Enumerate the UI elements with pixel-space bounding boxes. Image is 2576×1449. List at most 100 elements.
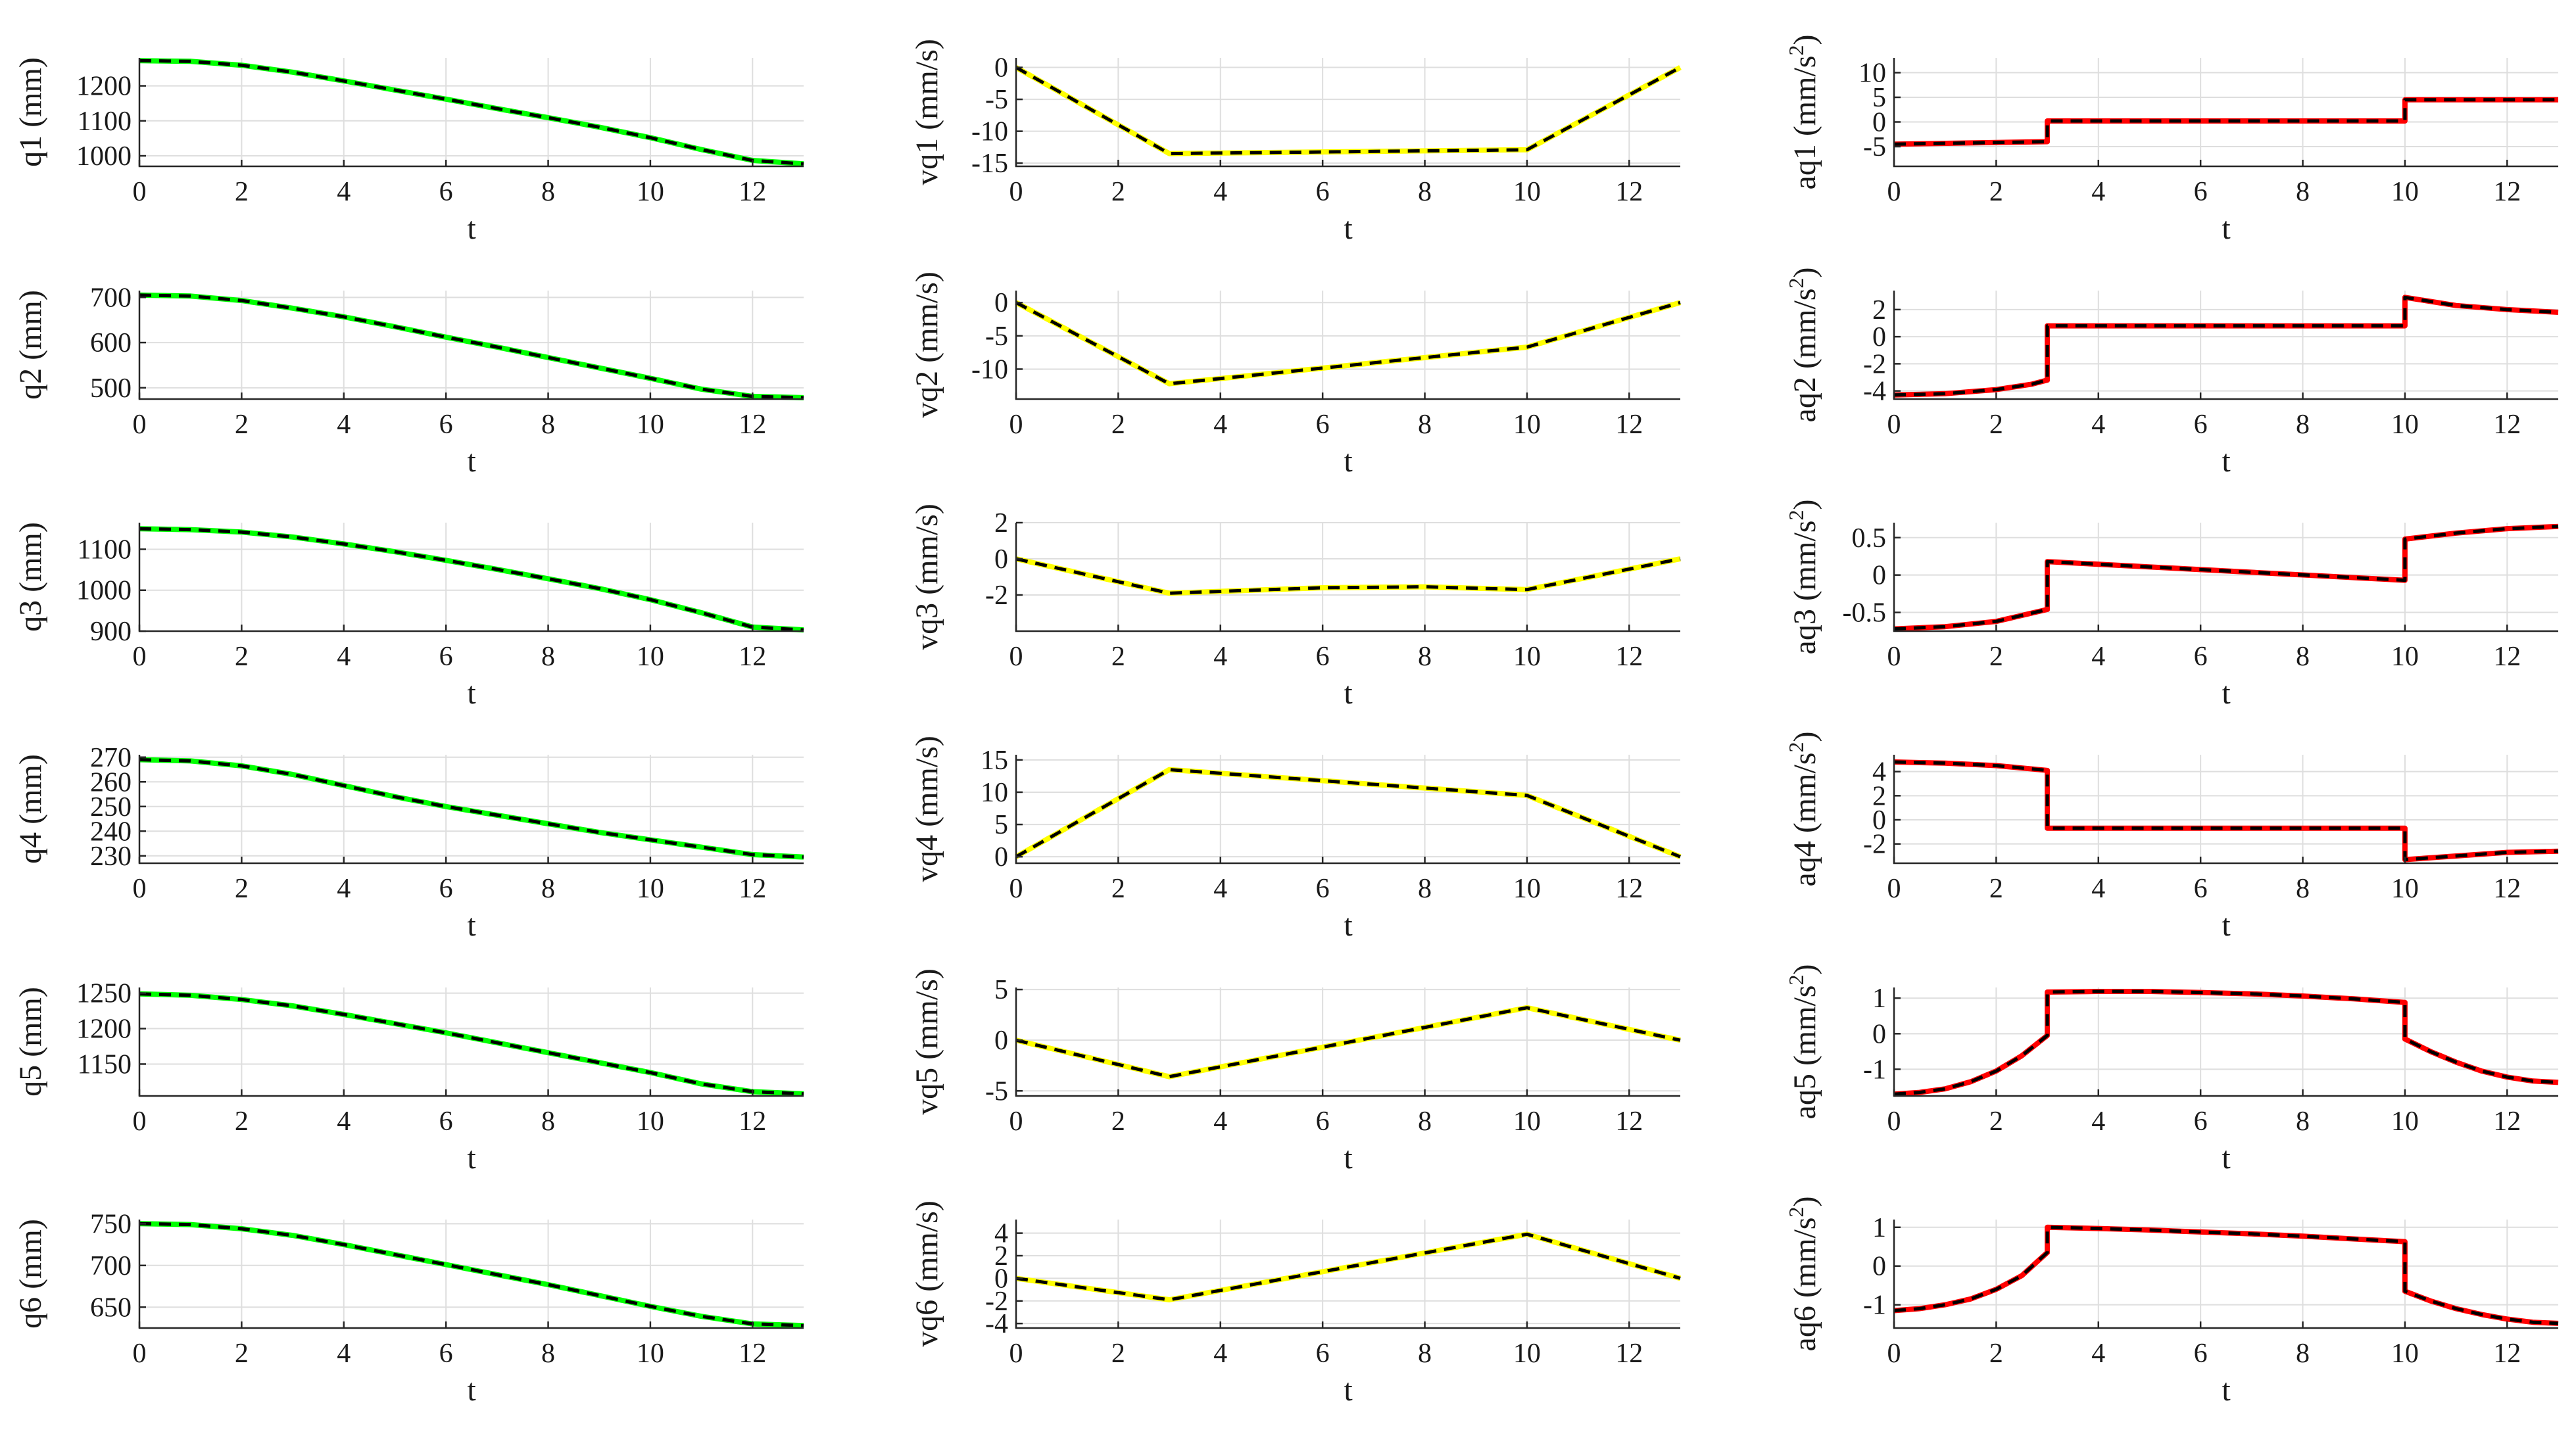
series-line-reference [139, 757, 804, 860]
x-tick-label: 2 [1989, 177, 2003, 207]
subplot-q3: 0 2 4 6 8 10 12 900 1000 1100 t q3 (mm) [13, 522, 804, 711]
axis-frame [138, 291, 804, 400]
x-tick-label: 6 [1316, 874, 1330, 904]
series-line-actual [139, 293, 804, 400]
x-tick-label: 12 [1615, 874, 1643, 904]
x-tick-label: 2 [1111, 874, 1125, 904]
x-axis-label: t [467, 676, 476, 711]
axis-frame [1893, 523, 2558, 632]
x-tick-label: 12 [1615, 410, 1643, 440]
y-tick-label: -5 [985, 85, 1008, 115]
series-line-actual [1015, 300, 1681, 386]
x-tick-label: 12 [739, 642, 766, 672]
x-tick-label: 2 [235, 410, 249, 440]
y-axis-label-close: ) [1787, 732, 1822, 742]
x-axis-label: t [1344, 444, 1353, 479]
x-tick-label: 12 [739, 410, 766, 440]
x-tick-label: 12 [1615, 642, 1643, 672]
x-tick-label: 2 [1111, 1339, 1125, 1369]
y-axis-label: aq5 (mm/s2) [1784, 964, 1822, 1120]
y-tick-label: 0 [994, 288, 1008, 318]
y-tick-label: -1 [1863, 1291, 1886, 1321]
x-tick-label: 0 [133, 410, 147, 440]
x-tick-label: 8 [2296, 1339, 2310, 1369]
x-tick-label: 8 [2296, 874, 2310, 904]
y-tick-label: 0 [994, 544, 1008, 575]
series-line-reference [139, 991, 804, 1097]
y-tick-label: 1200 [76, 72, 132, 102]
x-tick-label: 8 [1418, 1339, 1432, 1369]
y-axis-label-superscript: 2 [1784, 1207, 1808, 1218]
x-tick-label: 0 [1009, 177, 1023, 207]
series-line-actual [1893, 525, 2559, 631]
x-tick-label: 4 [1213, 874, 1227, 904]
x-tick-label: 0 [1009, 410, 1023, 440]
x-tick-label: 10 [2391, 177, 2419, 207]
x-axis-label: t [2222, 908, 2231, 943]
x-tick-label: 0 [1887, 1339, 1901, 1369]
x-tick-label: 10 [1513, 1106, 1541, 1137]
x-tick-label: 2 [235, 642, 249, 672]
x-tick-label: 0 [133, 642, 147, 672]
y-axis-label-superscript: 2 [1784, 45, 1808, 56]
x-tick-label: 0 [1009, 642, 1023, 672]
y-axis-label-close: ) [1787, 964, 1822, 975]
x-tick-label: 8 [541, 1106, 555, 1137]
x-tick-label: 4 [337, 1339, 351, 1369]
y-axis-label: q3 (mm) [13, 522, 48, 632]
axis-frame [138, 987, 804, 1097]
series-line-actual [139, 59, 804, 166]
y-axis-label-superscript: 2 [1784, 742, 1808, 753]
series-line-reference [1015, 300, 1682, 387]
y-tick-label: 700 [90, 1251, 132, 1281]
y-tick-label: 500 [90, 373, 132, 404]
series-line-reference [1893, 523, 2559, 632]
x-axis-label: t [2222, 211, 2231, 246]
y-tick-label: 2 [994, 1241, 1008, 1271]
series-line-actual [1893, 98, 2558, 146]
y-tick-label: 0.5 [1852, 523, 1887, 554]
x-tick-label: 0 [133, 874, 147, 904]
x-axis-label: t [1344, 211, 1353, 246]
x-tick-label: 10 [2391, 642, 2419, 672]
series-line-reference [1893, 295, 2559, 398]
y-axis-label: aq6 (mm/s2) [1784, 1197, 1822, 1352]
x-tick-label: 2 [235, 177, 249, 207]
x-tick-label: 6 [1316, 642, 1330, 672]
y-tick-label: -10 [971, 117, 1008, 147]
x-tick-label: 12 [2493, 1106, 2521, 1137]
series-line-reference [139, 1221, 804, 1329]
series-line-actual [1893, 760, 2559, 861]
x-tick-label: 0 [1887, 1106, 1901, 1137]
x-tick-label: 12 [739, 874, 766, 904]
x-tick-label: 10 [2391, 1339, 2419, 1369]
x-tick-label: 2 [1111, 1106, 1125, 1137]
x-tick-label: 10 [1513, 177, 1541, 207]
axis-frame [138, 1220, 804, 1329]
x-axis-label: t [1344, 676, 1353, 711]
x-tick-label: 2 [1989, 642, 2003, 672]
x-tick-label: 2 [1989, 410, 2003, 440]
y-axis-label: aq2 (mm/s2) [1784, 268, 1822, 423]
y-tick-label: 650 [90, 1293, 132, 1323]
y-axis-label: vq4 (mm/s) [910, 736, 944, 882]
y-tick-label: 0 [994, 842, 1008, 872]
y-tick-label: 1150 [78, 1049, 132, 1080]
x-tick-label: 12 [1615, 1106, 1643, 1137]
y-tick-label: 0 [1872, 322, 1886, 352]
x-tick-label: 6 [439, 642, 453, 672]
x-tick-label: 12 [739, 177, 766, 207]
x-tick-label: 10 [1513, 410, 1541, 440]
series-line-reference [1893, 989, 2559, 1097]
x-axis-label: t [467, 1141, 476, 1176]
x-tick-label: 6 [2194, 410, 2208, 440]
x-tick-label: 12 [2493, 874, 2521, 904]
y-tick-label: 1100 [78, 534, 132, 565]
y-tick-label: 1 [1872, 984, 1886, 1014]
x-tick-label: 10 [637, 410, 664, 440]
x-axis-label: t [1344, 908, 1353, 943]
